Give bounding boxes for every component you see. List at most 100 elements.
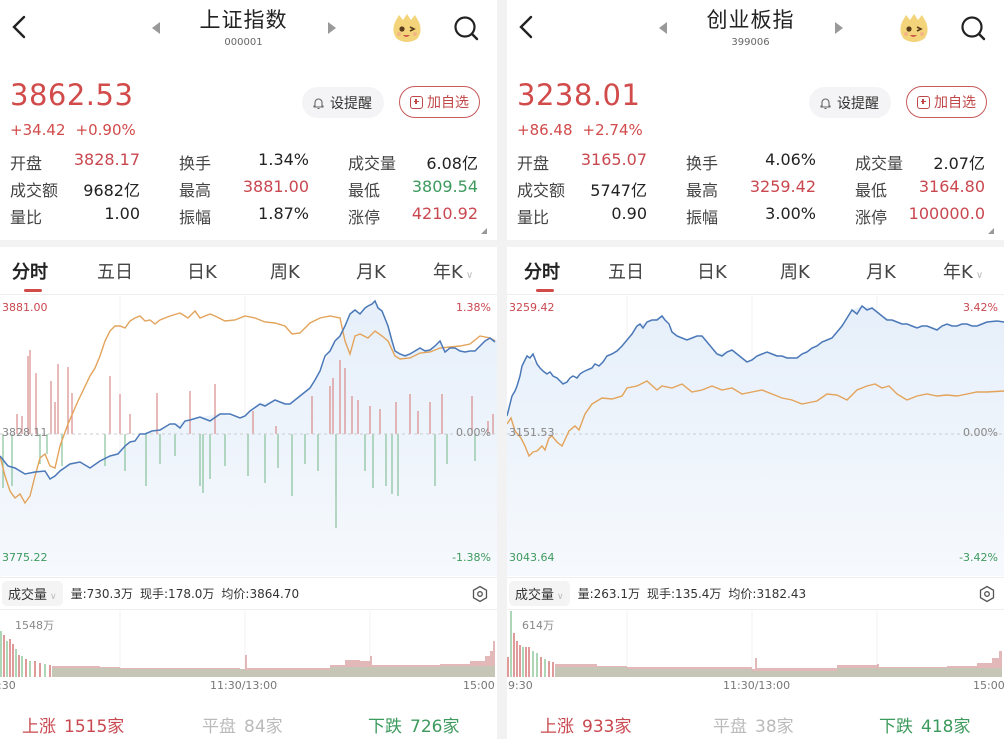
header: 创业板指 399006 — [507, 0, 1004, 58]
divider — [0, 240, 497, 247]
set-alert-button[interactable]: 设提醒 — [809, 87, 891, 118]
decliners-label: 下跌 — [368, 717, 402, 737]
set-alert-button[interactable]: 设提醒 — [302, 87, 384, 118]
next-index-icon[interactable] — [328, 22, 336, 34]
add-watchlist-button[interactable]: 加自选 — [906, 86, 987, 118]
stat-label: 涨停 — [855, 207, 888, 227]
stat-volume: 2.07亿 — [933, 153, 985, 173]
volume-value: 量:730.3万 — [70, 587, 134, 601]
intraday-chart-svg — [0, 296, 497, 576]
stat-amount: 9682亿 — [83, 180, 140, 200]
intraday-chart[interactable]: 3881.00 1.38% 3828.11 0.00% 3775.22 -1.3… — [0, 296, 497, 576]
volume-max-label: 1548万 — [15, 619, 54, 632]
settings-icon[interactable] — [471, 585, 489, 603]
axis-base-pct: 0.00% — [963, 426, 998, 439]
add-watchlist-label: 加自选 — [934, 95, 976, 111]
time-open: 9:30 — [508, 679, 533, 692]
stat-label: 最高 — [686, 180, 719, 200]
stat-high: 3259.42 — [749, 176, 816, 196]
volume-type-label: 成交量 — [515, 588, 555, 603]
volume-diff-bars — [2, 350, 494, 528]
stat-amplitude: 3.00% — [765, 203, 816, 223]
search-icon[interactable] — [959, 14, 987, 42]
set-alert-label: 设提醒 — [330, 95, 372, 112]
decliners-count: 418家 — [921, 717, 971, 737]
chevron-down-icon: ∨ — [557, 592, 564, 602]
add-watchlist-button[interactable]: 加自选 — [399, 86, 480, 118]
time-close: 15:00 — [973, 679, 1004, 692]
search-icon[interactable] — [452, 14, 480, 42]
price-change: +86.48 +2.74% — [517, 121, 653, 139]
stat-label: 最低 — [348, 180, 381, 200]
tab-yearly-k[interactable]: 年K ∨ — [433, 258, 473, 284]
stat-limit-up: 100000.0 — [908, 203, 985, 223]
advancers-count: 933家 — [582, 717, 632, 737]
plus-icon — [410, 95, 423, 109]
tab-daily-k[interactable]: 日K — [697, 262, 727, 283]
expand-stats-icon[interactable] — [988, 228, 994, 234]
advancers: 上涨 933家 — [540, 712, 631, 737]
volume-indicator-select[interactable]: 成交量 ∨ — [2, 581, 63, 606]
stat-label: 最高 — [179, 180, 212, 200]
unchanged: 平盘 38家 — [713, 712, 794, 737]
tab-five-day[interactable]: 五日 — [608, 262, 644, 283]
advancers-count: 1515家 — [64, 717, 125, 737]
stat-high: 3881.00 — [242, 176, 309, 196]
tab-five-day[interactable]: 五日 — [97, 262, 133, 283]
header: 上证指数 000001 — [0, 0, 497, 58]
panel-sse-index: 上证指数 000001 3862.53 +34.42 +0.90% 设提醒 加自选… — [0, 0, 497, 739]
tab-intraday[interactable]: 分时 — [12, 262, 48, 283]
axis-low-pct: -3.42% — [959, 551, 998, 564]
bell-icon — [820, 97, 831, 109]
active-tab-indicator — [536, 289, 554, 292]
volume-info: 量:263.1万 现手:135.4万 均价:3182.43 — [578, 585, 813, 602]
unchanged: 平盘 84家 — [202, 712, 283, 737]
expand-stats-icon[interactable] — [481, 228, 487, 234]
intraday-chart[interactable]: 3259.42 3.42% 3151.53 0.00% 3043.64 -3.4… — [507, 296, 1004, 576]
stat-label: 开盘 — [517, 153, 550, 173]
next-index-icon[interactable] — [835, 22, 843, 34]
market-breadth: 上涨 1515家 平盘 84家 下跌 726家 — [0, 712, 497, 738]
index-title: 创业板指 — [706, 8, 795, 32]
back-icon[interactable] — [8, 12, 32, 42]
stat-label: 量比 — [517, 207, 550, 227]
tab-weekly-k[interactable]: 周K — [270, 262, 300, 283]
stat-volume: 6.08亿 — [426, 153, 478, 173]
prev-index-icon[interactable] — [659, 22, 667, 34]
tab-yearly-k-label: 年K — [433, 262, 463, 283]
stat-limit-up: 4210.92 — [411, 203, 478, 223]
tab-weekly-k[interactable]: 周K — [780, 262, 810, 283]
tab-monthly-k[interactable]: 月K — [866, 262, 896, 283]
current-hand: 现手:135.4万 — [647, 587, 722, 601]
mascot-icon[interactable] — [897, 12, 931, 44]
stat-label: 成交量 — [855, 153, 904, 173]
stat-label: 振幅 — [686, 207, 719, 227]
axis-base-pct: 0.00% — [456, 426, 491, 439]
stat-label: 量比 — [10, 207, 43, 227]
current-hand: 现手:178.0万 — [140, 587, 215, 601]
add-watchlist-label: 加自选 — [427, 95, 469, 111]
volume-indicator-select[interactable]: 成交量 ∨ — [509, 581, 570, 606]
advancers-label: 上涨 — [540, 717, 574, 737]
volume-chart — [0, 611, 495, 677]
settings-icon[interactable] — [978, 585, 996, 603]
volume-max-label: 614万 — [522, 619, 554, 632]
axis-low-price: 3775.22 — [2, 551, 48, 564]
prev-index-icon[interactable] — [152, 22, 160, 34]
stat-amplitude: 1.87% — [258, 203, 309, 223]
current-price: 3238.01 — [517, 78, 641, 112]
stat-turnover: 1.34% — [258, 149, 309, 169]
index-code: 399006 — [731, 37, 770, 48]
mascot-icon[interactable] — [390, 12, 424, 44]
volume-info: 量:730.3万 现手:178.0万 均价:3864.70 — [71, 585, 306, 602]
tab-monthly-k[interactable]: 月K — [356, 262, 386, 283]
tab-yearly-k-label: 年K — [943, 262, 973, 283]
tab-intraday[interactable]: 分时 — [524, 262, 560, 283]
tab-daily-k[interactable]: 日K — [187, 262, 217, 283]
decliners: 下跌 418家 — [879, 712, 970, 737]
back-icon[interactable] — [515, 12, 539, 42]
time-midday: 11:30/13:00 — [210, 679, 278, 692]
stat-label: 最低 — [855, 180, 888, 200]
stat-label: 换手 — [686, 153, 719, 173]
tab-yearly-k[interactable]: 年K ∨ — [943, 258, 983, 284]
